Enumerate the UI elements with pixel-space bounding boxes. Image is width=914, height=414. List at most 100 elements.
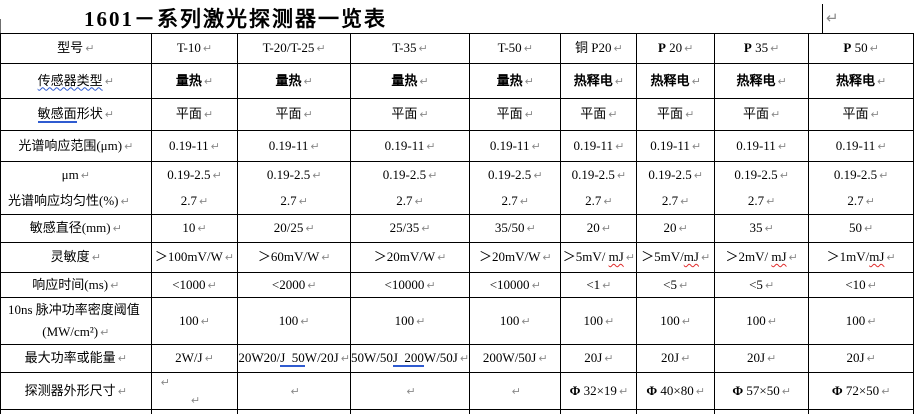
table-cell[interactable]: 10 ↵ (150, 214, 239, 243)
table-cell[interactable]: 200W/50J ↵ (469, 344, 562, 373)
table-cell[interactable]: 20J ↵ (714, 344, 810, 373)
table-cell[interactable]: 20 ↵ (636, 214, 716, 243)
table-cell[interactable]: 20J ↵ (560, 344, 638, 373)
table-cell[interactable]: <10000 ↵ (349, 272, 471, 298)
row-label-dimensions[interactable]: 探测器外形尺寸 ↵ (0, 372, 152, 410)
column-header[interactable]: P 20 ↵ (636, 33, 716, 64)
table-cell[interactable]: <5 ↵ (714, 272, 810, 298)
table-cell[interactable]: 热释电 ↵ (636, 63, 716, 99)
column-header[interactable]: T-35 ↵ (349, 33, 471, 64)
table-cell[interactable]: ＞2mV/ mJ ↵ (714, 242, 810, 273)
column-header[interactable]: 铜 P20 ↵ (560, 33, 638, 64)
table-cell[interactable]: 25/35 ↵ (349, 214, 471, 243)
table-cell[interactable]: 量热 ↵ (150, 63, 239, 99)
table-cell[interactable]: 50 ↵ (808, 214, 914, 243)
table-cell[interactable]: 平面 ↵ (560, 98, 638, 131)
row-label-spectral-range[interactable]: 光谱响应范围(μm) ↵ (0, 130, 152, 162)
table-cell[interactable]: 0.19-11 ↵ (150, 130, 239, 162)
table-cell[interactable]: 2W/J ↵ (150, 344, 239, 373)
row-label-sensitivity[interactable]: 灵敏度 ↵ (0, 242, 152, 273)
row-label-response-time[interactable]: 响应时间(ms) ↵ (0, 272, 152, 298)
table-cell[interactable] (349, 409, 471, 414)
table-cell[interactable]: ↵ (237, 372, 351, 410)
table-cell[interactable]: 量热 ↵ (349, 63, 471, 99)
table-cell[interactable]: 0.19-2.5 ↵ 2.7 ↵ (560, 161, 638, 215)
table-cell[interactable]: 量热 ↵ (469, 63, 562, 99)
table-cell[interactable]: 0.19-11 ↵ (237, 130, 351, 162)
table-cell[interactable]: 100 ↵ (560, 297, 638, 345)
table-cell[interactable]: 平面 ↵ (469, 98, 562, 131)
table-cell[interactable]: 平面 ↵ (237, 98, 351, 131)
column-header[interactable]: P 35 ↵ (714, 33, 810, 64)
table-cell[interactable]: 平面 ↵ (714, 98, 810, 131)
table-cell[interactable]: 0.19-2.5 ↵ 2.7 ↵ (636, 161, 716, 215)
table-cell[interactable]: 0.19-2.5 ↵ 2.7 ↵ (150, 161, 239, 215)
column-header-model[interactable]: 型号 ↵ (0, 33, 152, 64)
table-cell[interactable] (560, 409, 638, 414)
table-cell[interactable]: 量热 ↵ (237, 63, 351, 99)
table-cell[interactable]: <5 ↵ (636, 272, 716, 298)
table-cell[interactable]: 热释电 ↵ (560, 63, 638, 99)
table-cell[interactable]: 20 ↵ (560, 214, 638, 243)
column-header[interactable]: T-50 ↵ (469, 33, 562, 64)
table-cell[interactable]: 热释电 ↵ (714, 63, 810, 99)
table-cell[interactable]: ＞1mV/mJ ↵ (808, 242, 914, 273)
table-cell[interactable]: ＞20mV/W ↵ (349, 242, 471, 273)
table-cell[interactable]: Φ 32×19 ↵ (560, 372, 638, 410)
table-cell[interactable]: 35/50 ↵ (469, 214, 562, 243)
table-cell[interactable]: <2000 ↵ (237, 272, 351, 298)
row-label-max-power[interactable]: 最大功率或能量 ↵ (0, 344, 152, 373)
table-cell[interactable]: Φ 57×50 ↵ (714, 372, 810, 410)
table-cell[interactable]: 0.19-11 ↵ (469, 130, 562, 162)
table-cell[interactable]: ＞20mV/W ↵ (469, 242, 562, 273)
table-cell[interactable]: 平面 ↵ (808, 98, 914, 131)
table-cell[interactable] (150, 409, 239, 414)
table-cell[interactable]: 平面 ↵ (349, 98, 471, 131)
row-label-empty-partial[interactable] (0, 409, 152, 414)
table-cell[interactable]: 0.19-2.5 ↵ 2.7 ↵ (237, 161, 351, 215)
table-cell[interactable]: Φ 40×80 ↵ (636, 372, 716, 410)
table-cell[interactable] (808, 409, 914, 414)
table-cell[interactable]: 100 ↵ (237, 297, 351, 345)
table-cell[interactable]: 0.19-11 ↵ (808, 130, 914, 162)
table-cell[interactable]: 0.19-11 ↵ (636, 130, 716, 162)
table-cell[interactable]: 100 ↵ (636, 297, 716, 345)
column-header[interactable]: T-10 ↵ (150, 33, 239, 64)
table-cell[interactable]: ↵ (349, 372, 471, 410)
table-cell[interactable]: 100 ↵ (469, 297, 562, 345)
table-cell[interactable]: Φ 72×50 ↵ (808, 372, 914, 410)
table-cell[interactable]: ＞5mV/mJ ↵ (636, 242, 716, 273)
table-cell[interactable]: 0.19-2.5 ↵ 2.7 ↵ (714, 161, 810, 215)
table-cell[interactable]: ＞100mV/W ↵ (150, 242, 239, 273)
table-cell[interactable]: 平面 ↵ (150, 98, 239, 131)
table-cell[interactable]: <10000 ↵ (469, 272, 562, 298)
table-cell[interactable]: 20J ↵ (636, 344, 716, 373)
table-cell[interactable]: 20J ↵ (808, 344, 914, 373)
table-cell[interactable]: <1 ↵ (560, 272, 638, 298)
table-cell[interactable] (237, 409, 351, 414)
column-header[interactable]: P 50 ↵ (808, 33, 914, 64)
table-cell[interactable]: 50W/50J 200W/50J ↵ (349, 344, 471, 373)
table-cell[interactable]: ↵ ↵ (150, 372, 239, 410)
table-cell[interactable]: 100 ↵ (714, 297, 810, 345)
table-cell[interactable]: ＞5mV/ mJ ↵ (560, 242, 638, 273)
table-cell[interactable]: 0.19-11 ↵ (560, 130, 638, 162)
table-cell[interactable]: 100 ↵ (349, 297, 471, 345)
table-cell[interactable]: 0.19-2.5 ↵ 2.7 ↵ (808, 161, 914, 215)
table-cell[interactable]: 35 ↵ (714, 214, 810, 243)
table-cell[interactable]: 20W20/J 50W/20J ↵ (237, 344, 351, 373)
table-cell[interactable]: 20/25 ↵ (237, 214, 351, 243)
table-cell[interactable] (636, 409, 716, 414)
row-label-sensitive-diameter[interactable]: 敏感直径(mm) ↵ (0, 214, 152, 243)
table-cell[interactable]: 平面 ↵ (636, 98, 716, 131)
table-cell[interactable]: 0.19-11 ↵ (349, 130, 471, 162)
table-cell[interactable]: 0.19-2.5 ↵ 2.7 ↵ (469, 161, 562, 215)
table-cell[interactable]: 0.19-11 ↵ (714, 130, 810, 162)
table-cell[interactable]: ↵ (469, 372, 562, 410)
row-label-damage-threshold[interactable]: 10ns 脉冲功率密度阈值 (MW/cm²) ↵ (0, 297, 152, 345)
table-cell[interactable]: 0.19-2.5 ↵ 2.7 ↵ (349, 161, 471, 215)
table-cell[interactable] (469, 409, 562, 414)
table-cell[interactable]: <1000 ↵ (150, 272, 239, 298)
row-label-sensor-type[interactable]: 传感器类型 ↵ (0, 63, 152, 99)
text-cursor[interactable] (822, 4, 823, 33)
